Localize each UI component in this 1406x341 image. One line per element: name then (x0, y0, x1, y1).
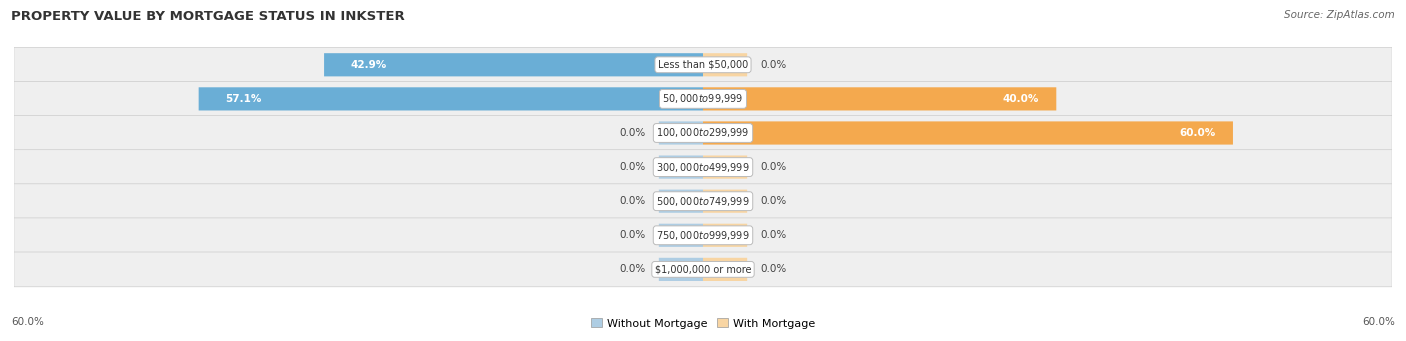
Text: 0.0%: 0.0% (619, 128, 645, 138)
Text: 0.0%: 0.0% (619, 264, 645, 275)
Text: 40.0%: 40.0% (1002, 94, 1039, 104)
FancyBboxPatch shape (703, 53, 747, 76)
FancyBboxPatch shape (703, 87, 1056, 110)
Text: 0.0%: 0.0% (761, 162, 787, 172)
Text: $500,000 to $749,999: $500,000 to $749,999 (657, 195, 749, 208)
FancyBboxPatch shape (14, 81, 1392, 116)
FancyBboxPatch shape (703, 258, 747, 281)
Text: 0.0%: 0.0% (761, 60, 787, 70)
Text: 60.0%: 60.0% (11, 317, 44, 327)
FancyBboxPatch shape (659, 121, 703, 145)
FancyBboxPatch shape (659, 155, 703, 179)
Text: $750,000 to $999,999: $750,000 to $999,999 (657, 229, 749, 242)
Text: $300,000 to $499,999: $300,000 to $499,999 (657, 161, 749, 174)
FancyBboxPatch shape (14, 47, 1392, 82)
FancyBboxPatch shape (703, 190, 747, 213)
Text: 0.0%: 0.0% (619, 162, 645, 172)
Text: $50,000 to $99,999: $50,000 to $99,999 (662, 92, 744, 105)
FancyBboxPatch shape (659, 258, 703, 281)
Text: 0.0%: 0.0% (761, 196, 787, 206)
FancyBboxPatch shape (14, 150, 1392, 184)
FancyBboxPatch shape (659, 224, 703, 247)
FancyBboxPatch shape (14, 252, 1392, 287)
FancyBboxPatch shape (703, 224, 747, 247)
FancyBboxPatch shape (703, 155, 747, 179)
Text: 0.0%: 0.0% (619, 196, 645, 206)
Text: $1,000,000 or more: $1,000,000 or more (655, 264, 751, 275)
Text: 0.0%: 0.0% (619, 230, 645, 240)
FancyBboxPatch shape (14, 218, 1392, 253)
Text: 42.9%: 42.9% (350, 60, 387, 70)
FancyBboxPatch shape (325, 53, 703, 76)
FancyBboxPatch shape (14, 116, 1392, 150)
FancyBboxPatch shape (703, 121, 1233, 145)
FancyBboxPatch shape (14, 184, 1392, 219)
FancyBboxPatch shape (198, 87, 703, 110)
Text: 60.0%: 60.0% (1180, 128, 1215, 138)
Text: PROPERTY VALUE BY MORTGAGE STATUS IN INKSTER: PROPERTY VALUE BY MORTGAGE STATUS IN INK… (11, 10, 405, 23)
Text: 57.1%: 57.1% (225, 94, 262, 104)
Text: 0.0%: 0.0% (761, 264, 787, 275)
Text: 0.0%: 0.0% (761, 230, 787, 240)
Legend: Without Mortgage, With Mortgage: Without Mortgage, With Mortgage (586, 314, 820, 333)
FancyBboxPatch shape (659, 190, 703, 213)
Text: Source: ZipAtlas.com: Source: ZipAtlas.com (1284, 10, 1395, 20)
Text: $100,000 to $299,999: $100,000 to $299,999 (657, 127, 749, 139)
Text: Less than $50,000: Less than $50,000 (658, 60, 748, 70)
Text: 60.0%: 60.0% (1362, 317, 1395, 327)
